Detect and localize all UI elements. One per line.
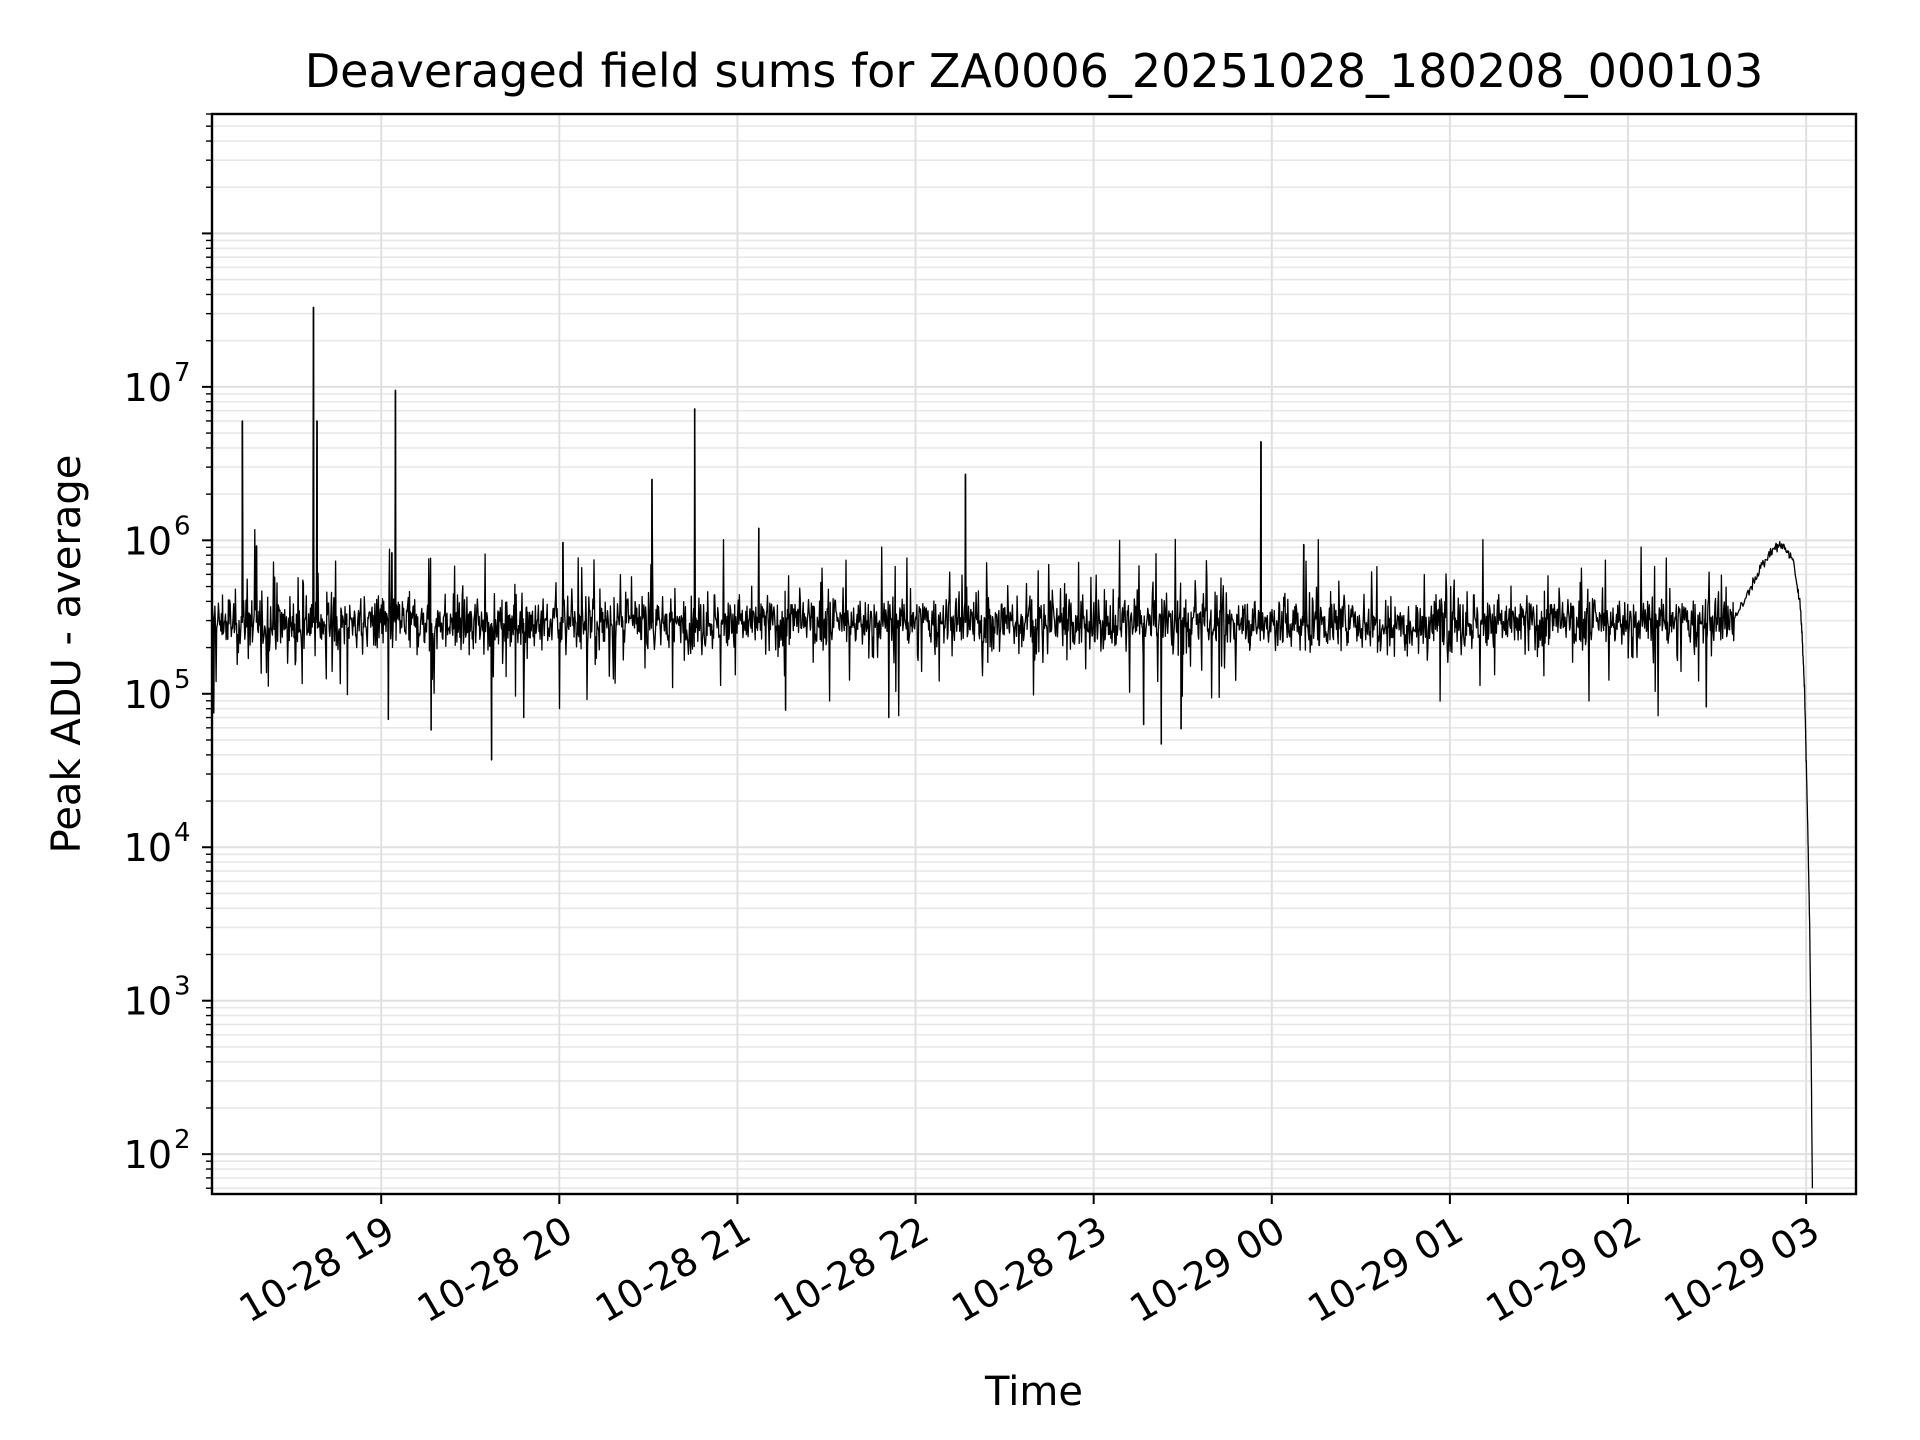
- x-tick-label: 10-29 03: [1657, 1208, 1827, 1332]
- y-tick-label: 10: [124, 519, 172, 563]
- x-tick-label: 10-28 21: [588, 1208, 758, 1332]
- y-tick-label: 10: [124, 826, 172, 870]
- plot-frame: [210, 112, 1858, 1196]
- y-tick-label: 10: [124, 1133, 172, 1177]
- y-tick-exponent: 6: [174, 511, 191, 541]
- y-tick-label: 10: [124, 980, 172, 1024]
- grid: [212, 113, 1856, 1194]
- y-tick-exponent: 2: [174, 1125, 191, 1155]
- y-tick-base: 10: [124, 826, 172, 870]
- y-tick-exponent: 7: [174, 358, 191, 388]
- y-tick-base: 10: [124, 980, 172, 1024]
- x-tick-label: 10-28 19: [232, 1208, 402, 1332]
- y-axis-title: Peak ADU - average: [44, 455, 90, 854]
- x-tick-label: 10-28 22: [766, 1208, 936, 1332]
- y-tick-exponent: 3: [174, 972, 191, 1002]
- x-tick-label: 10-29 02: [1479, 1208, 1649, 1332]
- y-tick-base: 10: [124, 673, 172, 717]
- data-layer: [211, 306, 1814, 1189]
- chart-title: Deaveraged field sums for ZA0006_2025102…: [305, 44, 1764, 98]
- ticks: 10-28 19 10-28 20 10-28 21 10-28 22 10-28 23…: [124, 113, 1827, 1332]
- x-tick-label: 10-29 00: [1122, 1208, 1292, 1332]
- series-line: [211, 306, 1814, 1189]
- x-tick-label: 10-28 23: [944, 1208, 1114, 1332]
- y-tick-base: 10: [124, 366, 172, 410]
- x-tick-label: 10-28 20: [410, 1208, 580, 1332]
- y-tick-exponent: 5: [174, 665, 191, 695]
- y-tick-label: 10: [124, 366, 172, 410]
- y-tick-base: 10: [124, 519, 172, 563]
- y-tick-label: 10: [124, 673, 172, 717]
- y-tick-exponent: 4: [174, 818, 191, 848]
- x-tick-label: 10-29 01: [1300, 1208, 1470, 1332]
- y-tick-base: 10: [124, 1133, 172, 1177]
- x-axis-title: Time: [984, 1369, 1083, 1415]
